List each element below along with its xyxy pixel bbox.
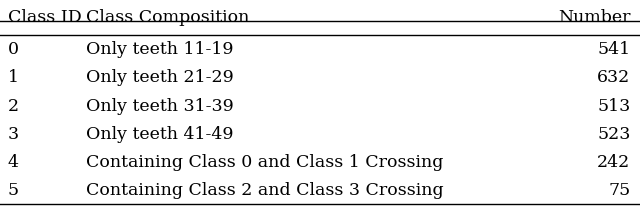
Text: Containing Class 2 and Class 3 Crossing: Containing Class 2 and Class 3 Crossing [86, 181, 444, 198]
Text: 541: 541 [597, 41, 630, 58]
Text: Class Composition: Class Composition [86, 9, 250, 26]
Text: Number: Number [558, 9, 630, 26]
Text: Only teeth 41-49: Only teeth 41-49 [86, 125, 234, 142]
Text: Class ID: Class ID [8, 9, 81, 26]
Text: 242: 242 [597, 153, 630, 170]
Text: 0: 0 [8, 41, 19, 58]
Text: 523: 523 [597, 125, 630, 142]
Text: 75: 75 [608, 181, 630, 198]
Text: 513: 513 [597, 97, 630, 114]
Text: 5: 5 [8, 181, 19, 198]
Text: 4: 4 [8, 153, 19, 170]
Text: Only teeth 31-39: Only teeth 31-39 [86, 97, 234, 114]
Text: 632: 632 [597, 69, 630, 86]
Text: Only teeth 21-29: Only teeth 21-29 [86, 69, 234, 86]
Text: 1: 1 [8, 69, 19, 86]
Text: Only teeth 11-19: Only teeth 11-19 [86, 41, 234, 58]
Text: Containing Class 0 and Class 1 Crossing: Containing Class 0 and Class 1 Crossing [86, 153, 444, 170]
Text: 3: 3 [8, 125, 19, 142]
Text: 2: 2 [8, 97, 19, 114]
